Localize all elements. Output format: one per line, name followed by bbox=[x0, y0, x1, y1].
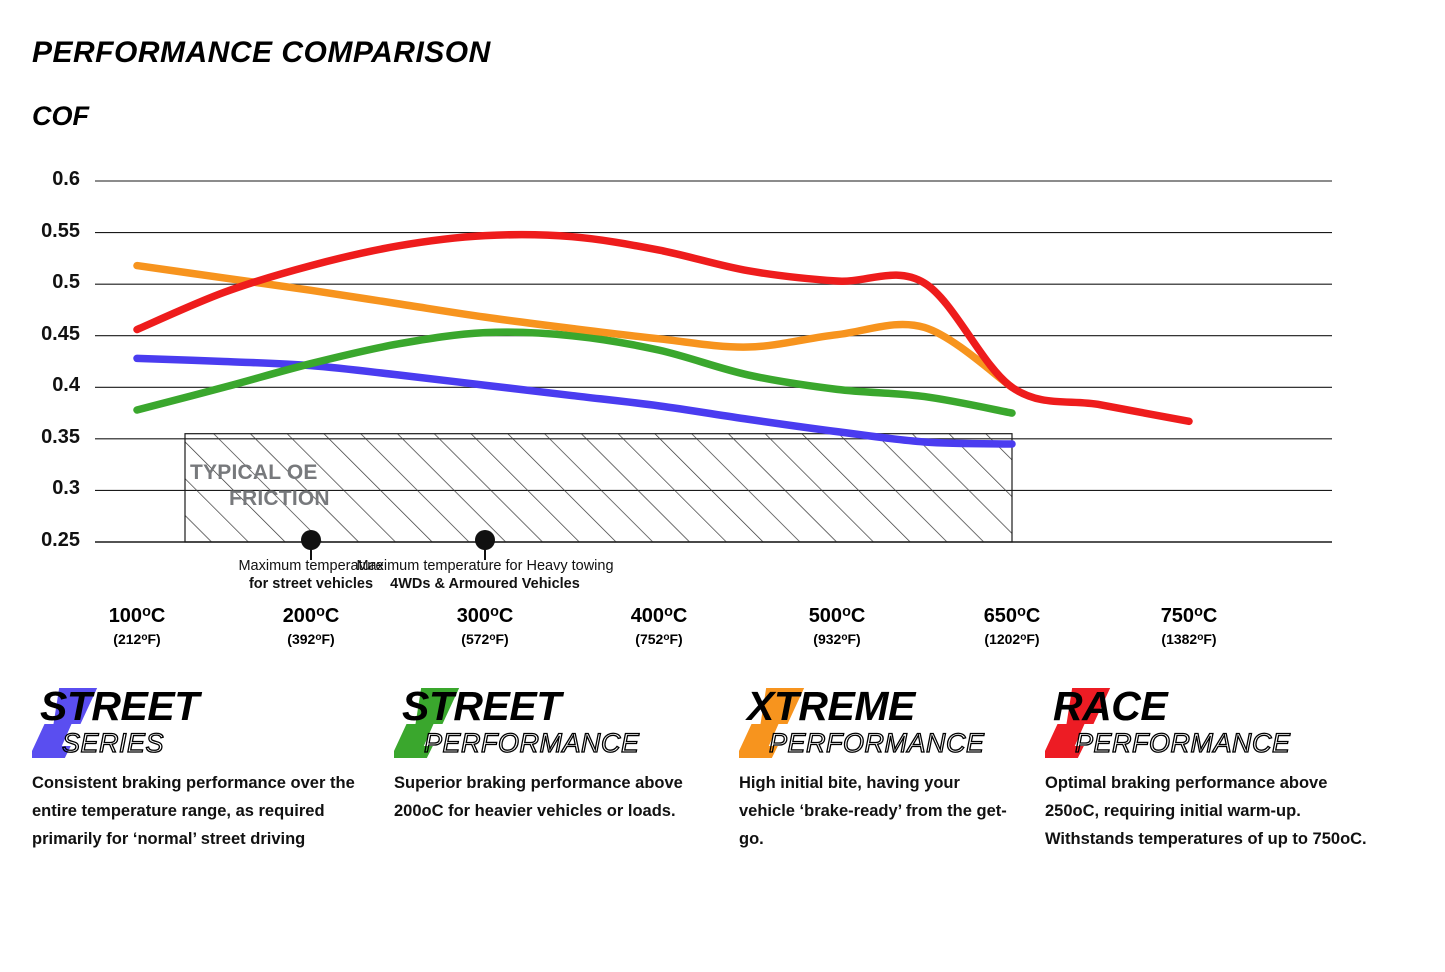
logo-sub-text: PERFORMANCE bbox=[769, 728, 985, 758]
x-tick-fahrenheit: (392oF) bbox=[287, 631, 335, 648]
y-tick-label: 0.4 bbox=[52, 374, 80, 397]
product-card-xtreme-performance[interactable]: XTREME PERFORMANCE High initial bite, havi… bbox=[739, 684, 1014, 854]
oe-band-rect bbox=[184, 433, 1013, 543]
x-tick-fahrenheit: (932oF) bbox=[813, 631, 861, 648]
product-card-street-performance[interactable]: STREET PERFORMANCE Superior braking perfor… bbox=[394, 684, 724, 826]
x-tick-celsius: 400oC bbox=[630, 604, 688, 628]
series-lines bbox=[133, 230, 1193, 448]
logo-main-text: STREET bbox=[40, 684, 202, 729]
product-legend: STREET SERIES Consistent braking performan… bbox=[0, 684, 1445, 964]
x-tick-celsius: 650oC bbox=[983, 604, 1041, 628]
annotation-dot-max-temp-street-vehicles bbox=[301, 530, 321, 550]
product-logo-street-performance: STREET PERFORMANCE bbox=[394, 684, 724, 758]
logo-sub-text: SERIES bbox=[62, 728, 164, 758]
page-title: PERFORMANCE COMPARISON bbox=[32, 36, 491, 69]
product-card-street-series[interactable]: STREET SERIES Consistent braking performan… bbox=[32, 684, 372, 854]
logo-accent-shape bbox=[394, 688, 460, 758]
y-tick-label: 0.6 bbox=[52, 168, 80, 190]
x-tick-celsius: 300oC bbox=[456, 604, 514, 628]
y-axis-title: COF bbox=[32, 101, 89, 131]
x-tick-400: 400oC (752oF) bbox=[589, 604, 729, 647]
y-tick-label: 0.3 bbox=[52, 477, 80, 500]
series-line-street-performance bbox=[133, 328, 1016, 417]
series-line-street-series bbox=[133, 354, 1016, 448]
logo-main-text: XTREME bbox=[745, 684, 917, 729]
y-tick-label: 0.5 bbox=[52, 271, 80, 294]
product-logo-race-performance: RACE PERFORMANCE bbox=[1045, 684, 1375, 758]
oe-label-line: FRICTION bbox=[229, 487, 330, 510]
x-tick-fahrenheit: (1202oF) bbox=[984, 631, 1040, 648]
x-tick-fahrenheit: (572oF) bbox=[461, 631, 509, 648]
product-description-street-series: Consistent braking performance over the … bbox=[32, 774, 355, 848]
x-tick-fahrenheit: (1382oF) bbox=[1161, 631, 1217, 648]
logo-accent-shape bbox=[739, 688, 805, 758]
product-logo-xtreme-performance: XTREME PERFORMANCE bbox=[739, 684, 1014, 758]
x-tick-celsius: 200oC bbox=[282, 604, 340, 628]
x-tick-celsius: 100oC bbox=[108, 604, 166, 628]
x-tick-fahrenheit: (212oF) bbox=[113, 631, 161, 648]
annotation-line-2: for street vehicles bbox=[248, 575, 374, 592]
product-logo-street-series: STREET SERIES bbox=[32, 684, 372, 758]
logo-main-text: STREET bbox=[402, 684, 564, 729]
logo-sub-text: PERFORMANCE bbox=[424, 728, 640, 758]
y-tick-label: 0.45 bbox=[41, 322, 80, 345]
oe-label-line: TYPICAL OE bbox=[190, 461, 318, 484]
x-tick-500: 500oC (932oF) bbox=[767, 604, 907, 647]
logo-accent-shape bbox=[32, 688, 98, 758]
x-tick-100: 100oC (212oF) bbox=[67, 604, 207, 647]
logo-sub-text: PERFORMANCE bbox=[1075, 728, 1291, 758]
annotation-label-max-temp-heavy-towing: Maximum temperature for Heavy towing 4WDs… bbox=[185, 558, 785, 594]
y-tick-label: 0.35 bbox=[41, 425, 80, 448]
annotation-line-1: Maximum temperature for Heavy towing bbox=[356, 558, 614, 574]
chart-svg bbox=[95, 180, 1332, 560]
product-card-race-performance[interactable]: RACE PERFORMANCE Optimal braking performan… bbox=[1045, 684, 1375, 854]
x-tick-300: 300oC (572oF) bbox=[415, 604, 555, 647]
logo-accent-shape bbox=[1045, 688, 1111, 758]
annotation-line-1: Maximum temperature bbox=[238, 558, 384, 574]
annotation-dot-max-temp-heavy-towing bbox=[475, 530, 495, 550]
x-tick-200: 200oC (392oF) bbox=[241, 604, 381, 647]
y-tick-label: 0.55 bbox=[41, 219, 80, 242]
annotation-markers bbox=[301, 530, 495, 560]
x-tick-celsius: 500oC bbox=[808, 604, 866, 628]
series-line-race-performance bbox=[133, 230, 1193, 426]
x-tick-750: 750oC (1382oF) bbox=[1119, 604, 1259, 647]
annotation-line-2: 4WDs & Armoured Vehicles bbox=[390, 575, 580, 592]
x-tick-fahrenheit: (752oF) bbox=[635, 631, 683, 648]
product-description-xtreme-performance: High initial bite, having your vehicle ‘… bbox=[739, 774, 1007, 848]
x-tick-650: 650oC (1202oF) bbox=[942, 604, 1082, 647]
product-description-race-performance: Optimal braking performance above 250oC,… bbox=[1045, 774, 1367, 848]
performance-chart: 0.6 0.55 0.5 0.45 0.4 0.35 0.3 0.25 100oC (212oF… bbox=[11, 168, 1332, 647]
logo-main-text: RACE bbox=[1053, 684, 1169, 729]
product-description-street-performance: Superior braking performance above 200oC… bbox=[394, 774, 683, 820]
x-tick-celsius: 750oC bbox=[1160, 604, 1218, 628]
typical-oe-friction-band bbox=[184, 433, 1013, 543]
y-tick-label: 0.25 bbox=[41, 529, 80, 551]
annotation-label-max-temp-street-vehicles: Maximum temperature for street vehicles bbox=[11, 558, 611, 594]
series-line-xtreme-performance bbox=[133, 261, 1016, 392]
